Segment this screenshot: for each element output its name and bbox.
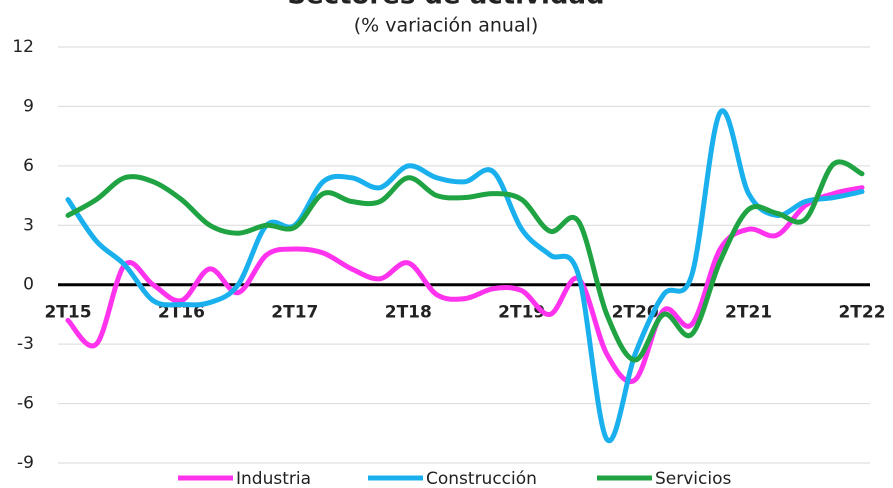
- legend-label: Servicios: [655, 469, 731, 488]
- x-tick-label: 2T20: [612, 303, 659, 323]
- y-tick-label: -3: [17, 334, 34, 354]
- chart-subtitle: (% variación anual): [354, 15, 539, 37]
- legend-label: Construcción: [426, 469, 537, 488]
- x-tick-label: 2T15: [44, 303, 91, 323]
- x-tick-label: 2T18: [385, 303, 432, 323]
- y-tick-label: 9: [23, 96, 34, 116]
- x-tick-label: 2T21: [725, 303, 772, 323]
- x-tick-label: 2T17: [271, 303, 318, 323]
- y-tick-label: 12: [12, 37, 34, 57]
- chart-title: Sectores de actividad: [287, 0, 604, 11]
- series-line: [65, 185, 865, 384]
- legend-label: Industria: [236, 469, 311, 488]
- x-tick-label: 2T19: [498, 303, 545, 323]
- y-tick-label: 3: [23, 215, 34, 235]
- y-tick-label: -6: [17, 394, 34, 414]
- y-tick-label: 0: [23, 275, 34, 295]
- series-line: [65, 159, 865, 363]
- y-tick-label: -9: [17, 453, 34, 473]
- x-tick-label: 2T16: [158, 303, 205, 323]
- x-tick-label: 2T22: [838, 303, 885, 323]
- y-tick-label: 6: [23, 156, 34, 176]
- series-line: [65, 108, 865, 444]
